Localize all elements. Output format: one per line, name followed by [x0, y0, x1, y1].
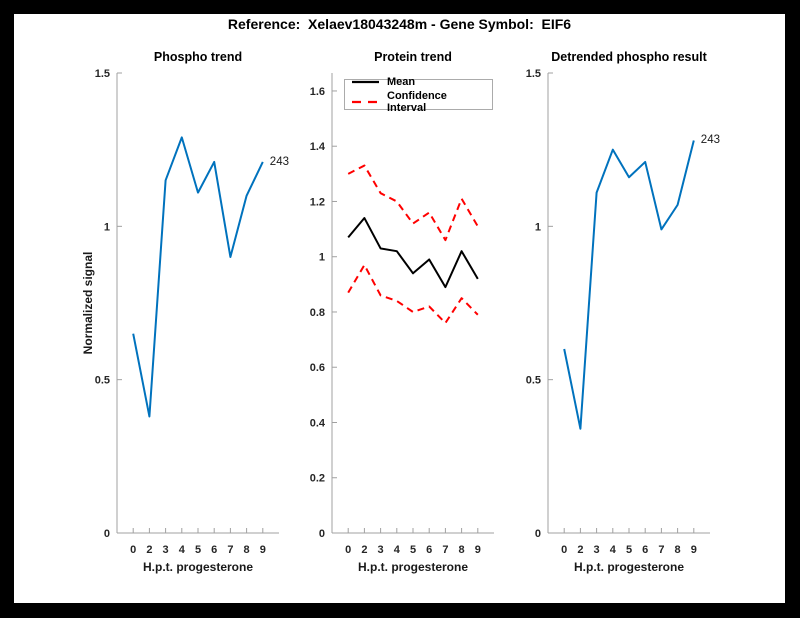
x-tick-label: 7: [442, 544, 448, 556]
y-tick-label: 0.5: [526, 375, 541, 387]
y-tick-label: 0: [319, 528, 325, 540]
y-tick-label: 1: [104, 221, 110, 233]
subplot1-x-axis-label: H.p.t. progesterone: [142, 560, 254, 574]
x-tick-label: 9: [475, 544, 481, 556]
x-tick-label: 0: [345, 544, 351, 556]
x-tick-label: 8: [244, 544, 250, 556]
y-tick-label: 1.2: [310, 196, 325, 208]
detrended-phospho-line: [563, 140, 695, 430]
y-tick-label: 0: [104, 528, 110, 540]
x-tick-label: 5: [195, 544, 201, 556]
x-tick-label: 8: [459, 544, 465, 556]
subplot-3: 0 2 3 4 5 6 7 8 900.511.5: [526, 68, 710, 556]
confidence-upper-line: [347, 164, 479, 242]
confidence-interval-line-sample-icon: [352, 100, 379, 103]
subplot-1: 0 2 3 4 5 6 7 8 900.511.5: [95, 68, 279, 556]
x-tick-label: 4: [179, 544, 186, 556]
y-tick-label: 0.2: [310, 473, 325, 485]
figure-canvas: [14, 14, 785, 603]
y-tick-label: 0.6: [310, 362, 325, 374]
y-tick-label: 0.5: [95, 375, 110, 387]
subplot1-title: Phospho trend: [153, 50, 243, 64]
x-tick-label: 2: [361, 544, 367, 556]
y-tick-label: 1: [319, 252, 325, 264]
subplot-2: 0 2 3 4 5 6 7 8 900.20.40.60.811.21.41.6: [310, 73, 494, 556]
x-tick-label: 3: [594, 544, 600, 556]
x-tick-label: 2: [577, 544, 583, 556]
x-tick-label: 6: [642, 544, 648, 556]
phospho-signal-line: [132, 136, 264, 418]
x-tick-label: 6: [426, 544, 432, 556]
x-tick-label: 2: [146, 544, 152, 556]
x-tick-label: 7: [658, 544, 664, 556]
x-tick-label: 5: [410, 544, 416, 556]
y-tick-label: 1: [535, 221, 541, 233]
y-tick-label: 1.5: [526, 68, 541, 80]
x-tick-label: 3: [378, 544, 384, 556]
x-tick-label: 0: [561, 544, 567, 556]
legend-label-confidence-interval: Confidence Interval: [387, 89, 447, 114]
legend-label-mean: Mean: [387, 75, 416, 88]
series-end-label: 243: [269, 155, 289, 168]
x-tick-label: 7: [227, 544, 233, 556]
x-tick-label: 8: [675, 544, 681, 556]
y-tick-label: 1.6: [310, 86, 325, 98]
y-tick-label: 1.4: [310, 141, 326, 153]
subplot2-x-axis-label: H.p.t. progesterone: [357, 560, 469, 574]
x-tick-label: 5: [626, 544, 632, 556]
x-tick-label: 3: [163, 544, 169, 556]
subplot3-x-axis-label: H.p.t. progesterone: [573, 560, 685, 574]
y-tick-label: 0.4: [310, 417, 326, 429]
y-tick-label: 0.8: [310, 307, 325, 319]
x-tick-label: 4: [610, 544, 617, 556]
figure-title: Reference: Xelaev18043248m - Gene Symbol…: [227, 16, 572, 32]
y-tick-label: 1.5: [95, 68, 110, 80]
mean-line: [347, 217, 479, 289]
x-tick-label: 9: [691, 544, 697, 556]
mean-line-sample-icon: [352, 80, 379, 83]
series-end-label: 243: [700, 134, 720, 147]
legend-entry-mean: Mean: [352, 76, 485, 88]
y-tick-label: 0: [535, 528, 541, 540]
legend: Mean Confidence Interval: [344, 76, 493, 114]
subplot2-title: Protein trend: [374, 50, 452, 64]
x-tick-label: 6: [211, 544, 217, 556]
legend-entry-confidence-interval: Confidence Interval: [352, 90, 485, 114]
x-tick-label: 4: [394, 544, 401, 556]
subplot3-title: Detrended phospho result: [551, 50, 707, 64]
x-tick-label: 0: [130, 544, 136, 556]
x-tick-label: 9: [260, 544, 266, 556]
subplot1-y-axis-label: Normalized signal: [81, 251, 95, 355]
